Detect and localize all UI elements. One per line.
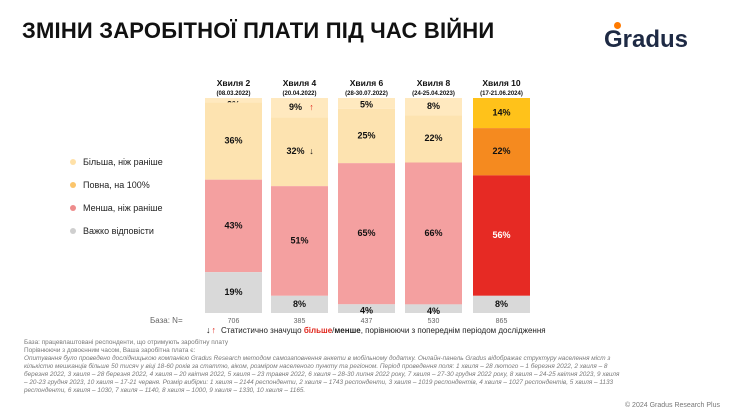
wave-label: Хвиля 2 — [217, 78, 251, 88]
bar-segment — [205, 179, 262, 273]
legend-swatch-less — [70, 205, 76, 211]
data-label: 8% — [495, 299, 508, 309]
legend-item-less: Менша, ніж раніше — [70, 203, 163, 213]
wave-date: (17-21.06.2024) — [480, 91, 523, 97]
bar-segment — [271, 98, 328, 118]
bar-segment — [338, 98, 395, 109]
data-label: 9% — [289, 102, 302, 112]
legend-label-hard: Важко відповісти — [83, 226, 154, 236]
bar-segment — [405, 115, 462, 163]
legend-label-more: Більша, ніж раніше — [83, 157, 163, 167]
legend-item-full: Повна, на 100% — [70, 180, 150, 190]
wave-label: Хвиля 8 — [417, 78, 451, 88]
wave-date: (08.03.2022) — [216, 91, 250, 97]
footnotes: База: працевлаштовані респонденти, що от… — [24, 339, 624, 395]
sig-prefix: Статистично значущо — [221, 325, 302, 335]
arrow-up-icon: ↑ — [309, 102, 314, 112]
footnote-question: Порівнюючи з довоєнним часом, Ваша зароб… — [24, 347, 196, 354]
bar-segment — [473, 98, 530, 129]
footnote-methodology: Опитування було проведено дослідницькою … — [24, 355, 620, 394]
arrow-up-icon: ↑ — [211, 325, 217, 335]
legend-item-more: Більша, ніж раніше — [70, 157, 163, 167]
wave-date: (24-25.04.2023) — [412, 91, 455, 97]
data-label: 36% — [224, 135, 242, 145]
legend-item-hard: Важко відповісти — [70, 226, 154, 236]
sig-less: менше — [334, 325, 361, 335]
wave-label: Хвиля 6 — [350, 78, 384, 88]
bar-segment — [405, 162, 462, 305]
bar-segment — [473, 295, 530, 313]
wave-label: Хвиля 4 — [283, 78, 317, 88]
bar-segment — [271, 295, 328, 313]
legend-swatch-full — [70, 182, 76, 188]
logo-dot — [614, 22, 621, 29]
legend-swatch-more — [70, 159, 76, 165]
data-label: 14% — [492, 107, 510, 117]
legend-label-less: Менша, ніж раніше — [83, 203, 163, 213]
bar-segment — [205, 98, 262, 103]
arrow-down-icon: ↓ — [206, 325, 211, 335]
bar-segment — [338, 304, 395, 313]
base-value: 865 — [496, 318, 508, 325]
wave-label: Хвиля 10 — [482, 78, 521, 88]
bar-segment — [473, 128, 530, 176]
legend-swatch-hard — [70, 228, 76, 234]
data-label: 56% — [492, 230, 510, 240]
base-value: 530 — [428, 318, 440, 325]
sig-suffix: , порівнюючи з попереднім періодом дослі… — [360, 325, 546, 335]
sig-sep: / — [332, 325, 335, 335]
data-label: 22% — [492, 146, 510, 156]
copyright: © 2024 Gradus Research Plus — [624, 402, 720, 409]
bar-segment — [405, 98, 462, 116]
legend-label-full: Повна, на 100% — [83, 180, 150, 190]
bar-segment — [205, 102, 262, 180]
base-label: База: N= — [150, 316, 183, 325]
data-label: 25% — [357, 130, 375, 140]
base-value: 706 — [228, 318, 240, 325]
sig-more: більше — [303, 325, 333, 335]
data-label: 32% — [286, 146, 304, 156]
data-label: 8% — [427, 101, 440, 111]
base-value: 385 — [294, 318, 306, 325]
data-label: 22% — [424, 133, 442, 143]
bar-segment — [271, 186, 328, 296]
bar-segment — [405, 304, 462, 313]
data-label: 5% — [360, 99, 373, 109]
significance-note: ↓ ↑ Статистично значущо більше / менше, п… — [206, 325, 546, 335]
arrow-down-icon: ↓ — [309, 146, 314, 156]
bar-segment — [338, 163, 395, 305]
page-title: ЗМІНИ ЗАРОБІТНОЇ ПЛАТИ ПІД ЧАС ВІЙНИ — [22, 18, 495, 43]
wave-date: (28-30.07.2022) — [345, 91, 388, 97]
bar-segment — [338, 108, 395, 164]
bar-segment — [473, 175, 530, 296]
data-label: 4% — [427, 306, 440, 316]
data-label: 8% — [293, 299, 306, 309]
base-value: 437 — [361, 318, 373, 325]
data-label: 19% — [224, 287, 242, 297]
bar-segment — [205, 272, 262, 313]
significance-arrows: ↓ ↑ — [206, 325, 216, 335]
data-label: 4% — [360, 306, 373, 316]
gradus-logo: Gradus — [604, 26, 689, 53]
data-label: 43% — [224, 220, 242, 230]
footnote-base: База: працевлаштовані респонденти, що от… — [24, 339, 229, 346]
data-label: 51% — [290, 235, 308, 245]
data-label: 66% — [424, 228, 442, 238]
data-label: 65% — [357, 228, 375, 238]
wave-date: (20.04.2022) — [282, 91, 316, 97]
bar-segment — [271, 117, 328, 187]
